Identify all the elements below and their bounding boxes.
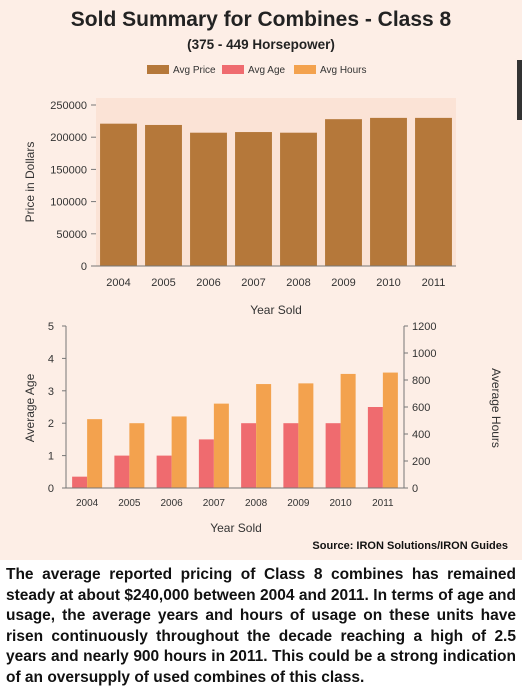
price-bar	[415, 117, 452, 266]
price-x-tick-label: 2007	[241, 277, 265, 289]
hours-bar	[298, 383, 314, 488]
price-chart: 0 50000 100000 150000 200000 250000 2004 2005 2…	[23, 98, 456, 317]
source-note: Source: IRON Solutions/IRON Guides	[312, 540, 508, 552]
price-bar	[370, 117, 407, 266]
age-y-tick-label: 2	[48, 418, 54, 430]
price-bar	[280, 132, 317, 266]
price-x-tick-label: 2011	[422, 277, 446, 289]
description-text: The average reported pricing of Class 8 …	[6, 566, 516, 686]
age-y-tick-label: 4	[48, 353, 54, 365]
age-bar	[241, 423, 257, 488]
legend: Avg Price Avg Age Avg Hours	[147, 65, 367, 76]
price-x-tick-label: 2009	[331, 277, 355, 289]
age-hours-x-tick-label: 2005	[118, 498, 141, 509]
price-bar	[145, 124, 182, 267]
price-y-tick-label: 100000	[50, 197, 87, 209]
age-hours-x-tick-label: 2004	[76, 498, 99, 509]
age-hours-x-tick-label: 2006	[161, 498, 184, 509]
price-x-tick-label: 2010	[376, 277, 400, 289]
price-x-tick-label: 2006	[196, 277, 220, 289]
hours-bar	[171, 416, 187, 488]
price-x-axis-label: Year Sold	[250, 303, 302, 317]
price-x-tick-label: 2008	[286, 277, 310, 289]
price-y-tick-label: 50000	[56, 229, 87, 241]
age-bar	[325, 423, 341, 488]
age-bar	[114, 455, 130, 488]
hours-y-tick-label: 400	[412, 429, 430, 441]
legend-swatch-1	[147, 65, 169, 74]
hours-y-tick-label: 200	[412, 456, 430, 468]
age-y-tick-label: 5	[48, 321, 54, 333]
hours-y-tick-label: 800	[412, 375, 430, 387]
age-bar	[367, 407, 383, 488]
legend-swatch-2	[222, 65, 244, 74]
price-bar	[100, 123, 137, 267]
age-y-tick-label: 0	[48, 483, 54, 495]
age-bar	[72, 476, 88, 488]
age-hours-x-tick-label: 2009	[287, 498, 310, 509]
legend-label-2: Avg Age	[248, 65, 286, 76]
page-edge-strip	[517, 60, 522, 120]
hours-bar	[129, 423, 145, 488]
legend-label-3: Avg Hours	[320, 65, 367, 76]
hours-bar	[256, 384, 272, 488]
legend-swatch-3	[294, 65, 316, 74]
age-hours-x-tick-label: 2008	[245, 498, 268, 509]
age-hours-x-axis-label: Year Sold	[210, 521, 262, 535]
price-y-tick-label: 0	[81, 261, 87, 273]
hours-y-axis-label: Average Hours	[489, 368, 503, 448]
price-bar	[325, 119, 362, 266]
price-y-tick-label: 250000	[50, 100, 87, 112]
age-hours-x-tick-label: 2011	[372, 498, 394, 509]
age-y-axis-label: Average Age	[23, 373, 37, 442]
hours-bar	[213, 403, 229, 488]
price-x-tick-label: 2004	[106, 277, 130, 289]
age-bar	[283, 423, 299, 488]
price-x-tick-label: 2005	[151, 277, 175, 289]
chart-title: Sold Summary for Combines - Class 8	[70, 8, 452, 31]
hours-bar	[340, 373, 356, 488]
age-hours-x-tick-label: 2010	[330, 498, 353, 509]
price-y-axis-label: Price in Dollars	[23, 142, 37, 223]
age-bar	[198, 439, 214, 488]
age-y-tick-label: 1	[48, 451, 54, 463]
charts-svg: Avg Price Avg Age Avg Hours 05000010000015…	[23, 65, 503, 535]
age-hours-chart: 0 1 2 3 4 5 0 200 400 600 800 1000 1200 2004 2005 2006…	[23, 321, 503, 535]
age-bar	[156, 455, 172, 488]
chart-subtitle: (375 - 449 Horsepower)	[187, 37, 335, 52]
price-bar	[190, 132, 227, 266]
price-y-tick-label: 200000	[50, 132, 87, 144]
age-hours-x-tick-label: 2007	[203, 498, 226, 509]
legend-label-1: Avg Price	[173, 65, 216, 76]
hours-bar	[87, 419, 103, 488]
hours-y-tick-label: 1000	[412, 348, 436, 360]
age-y-tick-label: 3	[48, 386, 54, 398]
hours-y-tick-label: 1200	[412, 321, 436, 333]
hours-y-tick-label: 0	[412, 483, 418, 495]
hours-y-tick-label: 600	[412, 402, 430, 414]
hours-bar	[382, 372, 398, 488]
price-bar	[235, 132, 272, 266]
price-y-tick-label: 150000	[50, 164, 87, 176]
